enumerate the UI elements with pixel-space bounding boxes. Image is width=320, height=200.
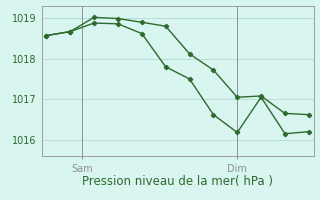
X-axis label: Pression niveau de la mer( hPa ): Pression niveau de la mer( hPa ) (82, 175, 273, 188)
